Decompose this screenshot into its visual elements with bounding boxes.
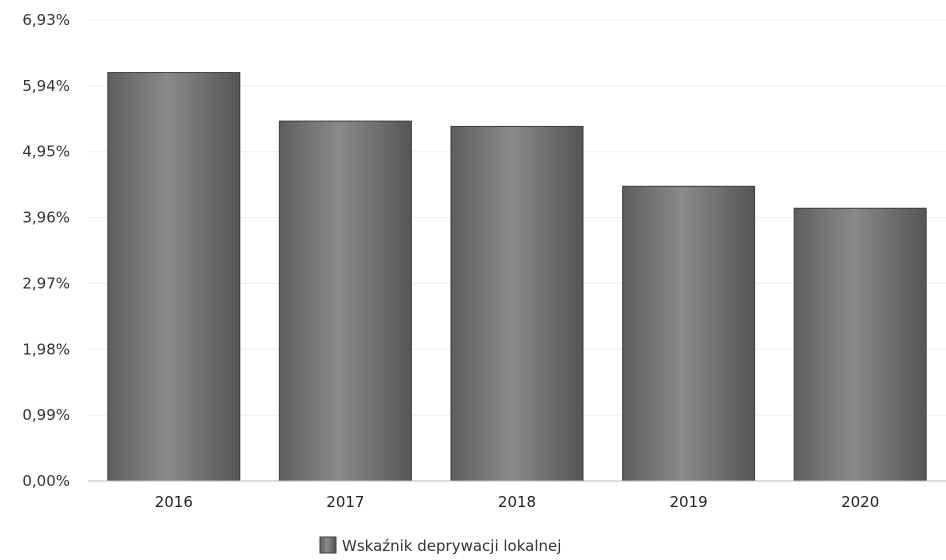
y-tick-label: 4,95%: [22, 143, 70, 161]
y-tick-label: 0,00%: [22, 472, 70, 490]
legend-label: Wskaźnik deprywacji lokalnej: [342, 537, 561, 555]
bars: [107, 72, 927, 482]
bar-2020: [793, 207, 927, 482]
y-tick-label: 3,96%: [22, 209, 70, 227]
y-tick-label: 5,94%: [22, 77, 70, 95]
y-axis-ticks: 0,00% 0,99% 1,98% 2,97% 3,96% 4,95% 5,94% 6,93%: [22, 11, 70, 490]
y-tick-label: 0,99%: [22, 406, 70, 424]
y-tick-label: 6,93%: [22, 11, 70, 29]
bar-2018: [450, 125, 584, 482]
bar-2019: [622, 185, 756, 482]
y-tick-label: 2,97%: [22, 274, 70, 292]
x-tick-label: 2020: [841, 493, 879, 511]
x-tick-label: 2018: [498, 493, 536, 511]
x-axis-ticks: 2016 2017 2018 2019 2020: [155, 493, 880, 511]
x-tick-label: 2017: [326, 493, 364, 511]
legend-swatch: [319, 536, 337, 554]
bar-2017: [278, 120, 412, 482]
y-tick-label: 1,98%: [22, 340, 70, 358]
legend: Wskaźnik deprywacji lokalnej: [319, 536, 561, 555]
x-tick-label: 2016: [155, 493, 193, 511]
bar-2016: [107, 72, 241, 482]
x-tick-label: 2019: [670, 493, 708, 511]
